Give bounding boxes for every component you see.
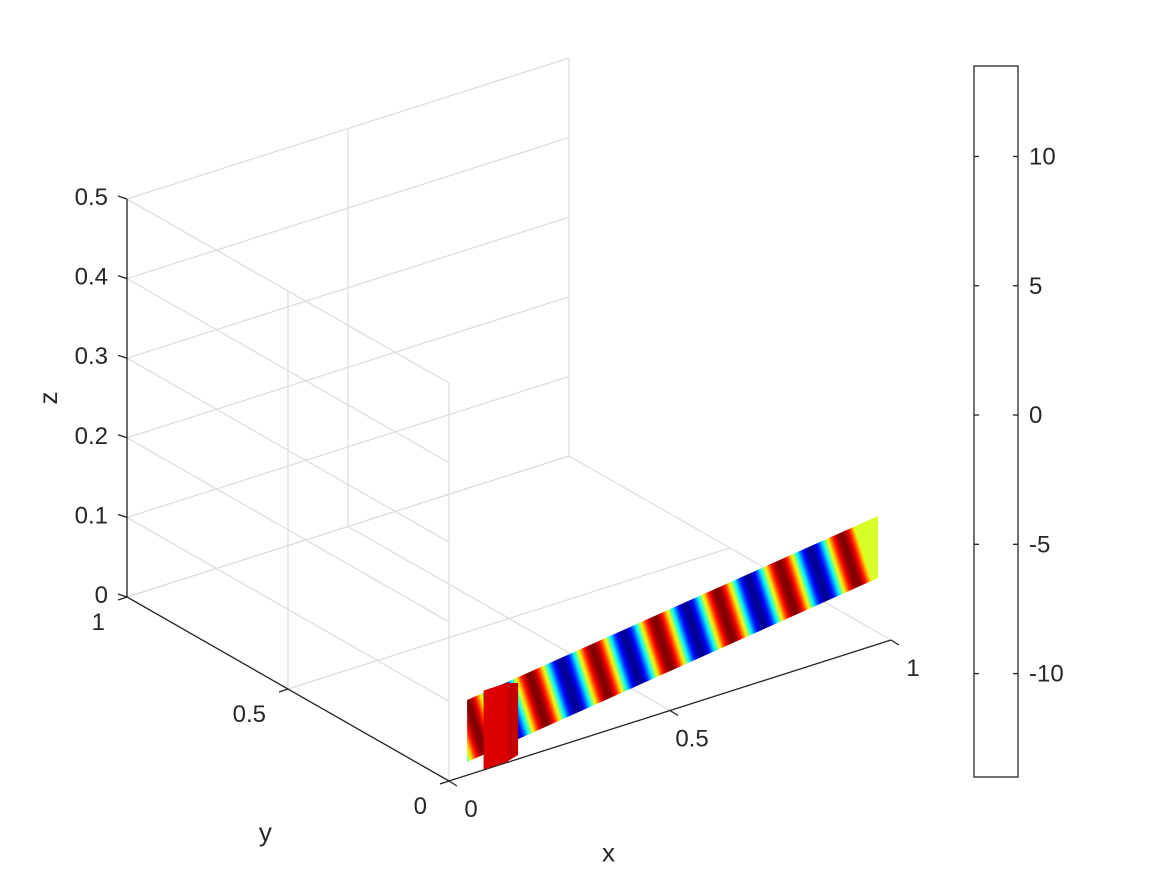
small-slab-side: [508, 682, 519, 761]
slab-surface: [467, 516, 878, 762]
x-axis-label: x: [602, 837, 615, 867]
z-tick-label: 0.1: [75, 502, 108, 529]
z-tick-mark: [117, 274, 128, 280]
x-tick-label: 0.5: [675, 726, 708, 753]
z-tick-mark: [117, 354, 128, 359]
x-tick-mark: [890, 639, 900, 646]
y-axis-label: y: [259, 817, 272, 847]
axes: [117, 195, 900, 787]
y-tick-mark: [439, 780, 450, 785]
z-tick-label: 0.4: [75, 264, 108, 291]
z-tick-mark: [117, 434, 128, 439]
z-tick-label: 0.3: [75, 343, 108, 370]
colorbar-tick-label: -5: [1029, 531, 1050, 558]
axis-labels: x y z: [33, 392, 615, 868]
z-tick-mark: [117, 593, 128, 598]
x-tick-label: 1: [906, 655, 919, 682]
colorbar-body: [973, 65, 1019, 778]
colorbar-ticks: 10 5 0 -5 -10: [974, 143, 1064, 688]
floor-grid-y-line: [287, 547, 731, 690]
z-axis-label: z: [33, 392, 63, 405]
surface-data: [467, 516, 878, 770]
colorbar-tick-label: -10: [1029, 661, 1064, 688]
small-slab-front: [483, 682, 509, 770]
z-tick-label: 0: [95, 582, 108, 609]
z-tick-label: 0.2: [75, 423, 108, 450]
z-tick-mark: [117, 195, 128, 200]
y-tick-mark: [117, 596, 128, 601]
z-tick-label: 0.5: [75, 184, 108, 211]
colorbar: 10 5 0 -5 -10: [973, 65, 1064, 778]
grid-lines: [126, 57, 892, 782]
z-tick-mark: [117, 513, 128, 519]
y-tick-label: 0: [414, 793, 427, 820]
colorbar-tick-label: 10: [1029, 143, 1056, 170]
y-tick-label: 1: [92, 609, 105, 636]
x-tick-mark: [448, 780, 458, 787]
colorbar-tick-label: 5: [1029, 273, 1042, 300]
y-tick-mark: [278, 688, 289, 693]
colorbar-tick-label: 0: [1029, 402, 1042, 429]
x-tick-mark: [669, 709, 679, 717]
x-tick-label: 0: [464, 796, 477, 823]
y-tick-label: 0.5: [233, 701, 266, 728]
